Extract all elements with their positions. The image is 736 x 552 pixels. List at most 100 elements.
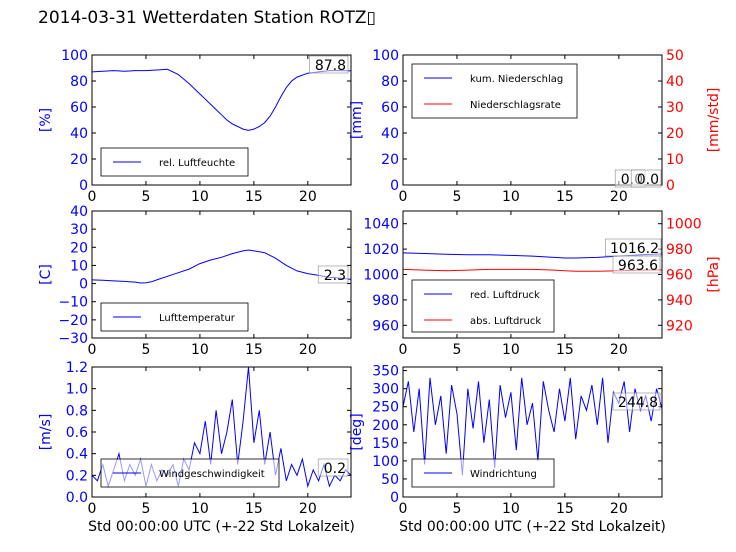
x-tick-label: 0 [88, 189, 97, 205]
legend: kum. Niederschlag Niederschlagsrate [411, 63, 578, 119]
y-tick-label: −30 [58, 331, 88, 347]
x-tick-label: 5 [141, 342, 150, 358]
y-tick-label: 1.0 [66, 382, 88, 398]
x-tick-label: 10 [502, 189, 520, 205]
annotation-label: 963.6 [618, 258, 658, 274]
y-tick-label: 50 [381, 472, 399, 488]
y-tick-label: 60 [381, 100, 399, 116]
y-tick-label: 200 [372, 418, 399, 434]
y-tick-label: 0 [79, 277, 88, 293]
annotation-label: 2.3 [324, 268, 346, 284]
y2-tick-label: 40 [666, 74, 684, 90]
x-tick-label: 10 [502, 501, 520, 517]
legend: Windgeschwindigkeit [100, 458, 280, 488]
y-tick-label: 0 [390, 490, 399, 506]
x-tick-label: 20 [299, 501, 317, 517]
x-tick-label: 20 [299, 342, 317, 358]
x-tick-label: 10 [191, 342, 209, 358]
y-tick-label: 0.8 [66, 403, 88, 419]
x-tick-label: 15 [556, 501, 574, 517]
annotation-label: 244.8 [618, 395, 658, 411]
panel-precipitation: 0 5 10 15 20 0 20 40 60 80 100 0 10 20 30 40 50 [mm] [mm/s… [349, 48, 722, 205]
x-tick-label: 15 [556, 342, 574, 358]
x-tick-label: 10 [191, 189, 209, 205]
y-tick-label: 0.0 [66, 490, 88, 506]
y-tick-label: 1000 [363, 268, 399, 284]
x-tick-label: 20 [610, 501, 628, 517]
x-tick-label: 5 [141, 189, 150, 205]
x-tick-label: 20 [610, 189, 628, 205]
y2-tick-label: 940 [666, 293, 693, 309]
y-tick-label: 100 [61, 48, 88, 64]
y-axis-label: [mm] [349, 101, 365, 139]
y-tick-label: 1020 [363, 242, 399, 258]
legend-label: Niederschlagsrate [470, 100, 561, 111]
legend-label: kum. Niederschlag [470, 74, 563, 85]
x-tick-label: 0 [88, 342, 97, 358]
y-axis-label: [m/s] [38, 414, 54, 451]
x-tick-label: 20 [610, 342, 628, 358]
legend-box [411, 279, 555, 333]
y-tick-label: 0 [79, 178, 88, 194]
legend-label: abs. Luftdruck [470, 316, 541, 327]
y2-tick-label: 960 [666, 268, 693, 284]
legend: red. Luftdruck abs. Luftdruck [411, 279, 555, 333]
y-tick-label: 80 [70, 74, 88, 90]
y-tick-label: 300 [372, 382, 399, 398]
y-tick-label: 80 [381, 74, 399, 90]
plot-frame [402, 366, 663, 498]
plot-frame [91, 54, 352, 186]
legend: Windrichtung [411, 458, 555, 488]
x-axis-label: Std 00:00:00 UTC (+-22 Std Lokalzeit) [399, 519, 666, 535]
y-tick-label: 250 [372, 400, 399, 416]
x-tick-label: 15 [245, 342, 263, 358]
x-tick-label: 5 [452, 501, 461, 517]
y-tick-label: 20 [381, 152, 399, 168]
y-tick-label: 0.4 [66, 447, 88, 463]
panel-temperature: 0 5 10 15 20 −30 −20 −10 0 10 20 30 40 [C] Lufttempera… [38, 204, 352, 358]
y-axis-label: [%] [38, 108, 54, 132]
y-tick-label: 980 [372, 293, 399, 309]
x-tick-label: 20 [299, 189, 317, 205]
x-tick-label: 0 [399, 501, 408, 517]
x-tick-label: 15 [556, 189, 574, 205]
y2-tick-label: 1000 [666, 217, 702, 233]
x-tick-label: 0 [88, 501, 97, 517]
legend-label: rel. Luftfeuchte [159, 158, 235, 169]
x-axis-label: Std 00:00:00 UTC (+-22 Std Lokalzeit) [88, 519, 355, 535]
annotation-label: 87.8 [315, 58, 346, 74]
x-tick-label: 5 [452, 342, 461, 358]
y-tick-label: 0.6 [66, 425, 88, 441]
y-tick-label: 20 [70, 152, 88, 168]
legend: rel. Luftfeuchte [100, 147, 249, 177]
annotation-box [612, 255, 661, 274]
x-tick-label: 10 [191, 501, 209, 517]
y-tick-label: 100 [372, 48, 399, 64]
y2-tick-label: 30 [666, 100, 684, 116]
y-tick-label: 960 [372, 318, 399, 334]
y-tick-label: 100 [372, 454, 399, 470]
annotation-label: 0.0 [637, 172, 659, 188]
y2-tick-label: 10 [666, 152, 684, 168]
y-tick-label: 1.2 [66, 360, 88, 376]
legend: Lufttemperatur [100, 302, 249, 332]
x-tick-label: 15 [245, 189, 263, 205]
y2-tick-label: 50 [666, 48, 684, 64]
legend-label: Windgeschwindigkeit [159, 469, 265, 480]
y-tick-label: 40 [70, 204, 88, 220]
y-tick-label: 350 [372, 364, 399, 380]
y-tick-label: 10 [70, 258, 88, 274]
y-tick-label: −10 [58, 295, 88, 311]
y-tick-label: 1040 [363, 217, 399, 233]
annotation-box [309, 55, 349, 74]
annotation-box [630, 169, 662, 188]
y-tick-label: 150 [372, 436, 399, 452]
x-tick-label: 10 [502, 342, 520, 358]
series-line-humidity-0 [92, 68, 351, 131]
y-tick-label: 60 [70, 100, 88, 116]
annotation-box [317, 458, 349, 477]
plot-frame [402, 54, 663, 186]
x-tick-label: 5 [452, 189, 461, 205]
